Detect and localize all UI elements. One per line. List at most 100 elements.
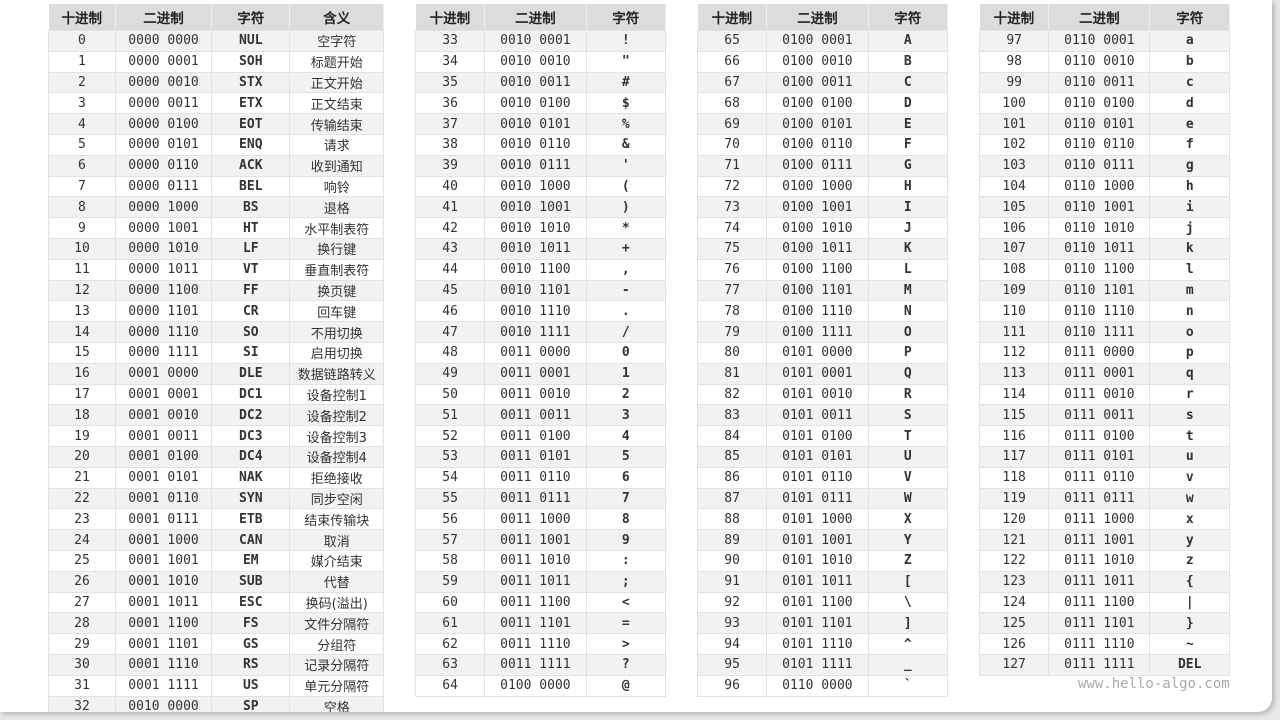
binary-cell: 0101 0001 — [766, 362, 869, 385]
meaning-cell: 代替 — [289, 570, 384, 593]
decimal-cell: 76 — [696, 258, 768, 281]
character-cell: DC4 — [211, 445, 291, 468]
character-cell: HT — [211, 217, 291, 239]
binary-cell: 0010 1100 — [484, 258, 587, 281]
decimal-cell: 4 — [48, 113, 116, 135]
character-cell: / — [585, 321, 667, 343]
binary-cell: 0001 0010 — [114, 404, 213, 427]
character-cell: SO — [211, 321, 291, 343]
decimal-cell: 0 — [48, 30, 116, 52]
binary-cell: 0000 0111 — [114, 175, 213, 198]
character-cell: a — [1149, 30, 1230, 52]
column-header-binary: 二进制 — [1048, 4, 1151, 31]
meaning-cell: 换页键 — [289, 279, 384, 302]
decimal-cell: 93 — [696, 612, 768, 635]
character-cell: z — [1149, 549, 1230, 572]
character-cell: W — [867, 487, 949, 510]
binary-cell: 0000 1101 — [114, 300, 213, 323]
table-row: 51 0011 0011 3 — [414, 404, 667, 427]
binary-cell: 0011 1001 — [484, 529, 587, 551]
binary-cell: 0011 0100 — [484, 425, 587, 447]
character-cell: V — [867, 466, 949, 489]
character-cell: " — [585, 50, 667, 73]
decimal-cell: 49 — [414, 362, 486, 385]
decimal-cell: 116 — [978, 425, 1050, 447]
binary-cell: 0000 1100 — [114, 279, 213, 302]
column-header-decimal: 十进制 — [48, 4, 116, 31]
table-row: 113 0111 0001 q — [978, 362, 1230, 385]
table-row: 124 0111 1100 | — [978, 591, 1230, 614]
table-row: 44 0010 1100, — [414, 258, 667, 281]
decimal-cell: 35 — [414, 71, 486, 94]
binary-cell: 0100 0010 — [766, 50, 869, 73]
decimal-cell: 28 — [48, 612, 116, 635]
binary-cell: 0001 0111 — [114, 508, 213, 531]
binary-cell: 0011 1110 — [484, 633, 587, 655]
character-cell: , — [585, 258, 667, 281]
table-row: 97 0110 0001 a — [978, 30, 1230, 52]
binary-cell: 0111 1010 — [1048, 549, 1151, 572]
character-cell: t — [1149, 425, 1230, 447]
table-row: 83 0101 0011 S — [696, 404, 949, 427]
character-cell: E — [867, 113, 949, 135]
decimal-cell: 110 — [978, 300, 1050, 323]
binary-cell: 0001 1000 — [114, 529, 213, 551]
decimal-cell: 65 — [696, 30, 768, 52]
decimal-cell: 52 — [414, 425, 486, 447]
table-row: 43 0010 1011 + — [414, 237, 667, 260]
character-cell: 4 — [585, 425, 667, 447]
decimal-cell: 56 — [414, 508, 486, 531]
table-row: 31 0001 1111 US 单元分隔符 — [48, 674, 384, 697]
meaning-cell: 请求 — [289, 133, 384, 156]
decimal-cell: 84 — [696, 425, 768, 447]
binary-cell: 0111 0010 — [1048, 383, 1151, 406]
table-row: 91 0101 1011[ — [696, 570, 949, 593]
table-row: 23 0001 0111 ETB 结束传输块 — [48, 508, 384, 531]
header-row: 十进制 二进制 字符 含义 — [48, 4, 384, 31]
binary-cell: 0001 0100 — [114, 445, 213, 468]
column-header-decimal: 十进制 — [415, 4, 486, 31]
table-row: 37 0010 0101% — [414, 113, 667, 135]
binary-cell: 0101 1100 — [766, 591, 869, 614]
decimal-cell: 21 — [48, 466, 116, 489]
decimal-cell: 29 — [48, 633, 116, 655]
column-header-decimal: 十进制 — [697, 4, 768, 31]
binary-cell: 0010 0110 — [484, 133, 587, 156]
character-cell: [ — [867, 570, 949, 593]
decimal-cell: 14 — [48, 321, 116, 343]
decimal-cell: 27 — [48, 591, 116, 614]
table-row: 36 0010 0100 $ — [414, 92, 667, 115]
decimal-cell: 97 — [978, 30, 1050, 52]
table-row: 5 0000 0101 ENQ 请求 — [48, 133, 384, 156]
meaning-cell: 文件分隔符 — [289, 612, 384, 635]
table-row: 46 0010 1110. — [414, 300, 667, 323]
table-row: 39 0010 0111 ' — [414, 154, 667, 177]
character-cell: 9 — [585, 529, 667, 551]
decimal-cell: 124 — [978, 591, 1050, 614]
binary-cell: 0110 1110 — [1048, 300, 1151, 323]
meaning-cell: 水平制表符 — [289, 217, 384, 239]
table-row: 8 0000 1000 BS 退格 — [48, 196, 384, 219]
binary-cell: 0100 1110 — [766, 300, 869, 323]
character-cell: U — [867, 445, 949, 468]
character-cell: M — [867, 279, 949, 302]
table-row: 74 0100 1010 J — [696, 217, 949, 239]
decimal-cell: 71 — [696, 154, 768, 177]
decimal-cell: 19 — [48, 425, 116, 447]
decimal-cell: 107 — [978, 237, 1050, 260]
binary-cell: 0001 1100 — [114, 612, 213, 635]
table-row: 81 0101 0001 Q — [696, 362, 949, 385]
character-cell: l — [1149, 258, 1230, 281]
character-cell: P — [867, 341, 949, 364]
decimal-cell: 32 — [48, 695, 116, 712]
character-cell: y — [1149, 529, 1230, 551]
binary-cell: 0101 1000 — [766, 508, 869, 531]
binary-cell: 0010 1010 — [484, 217, 587, 239]
character-cell: K — [867, 237, 949, 260]
binary-cell: 0001 0000 — [114, 362, 213, 385]
decimal-cell: 42 — [414, 217, 486, 239]
decimal-cell: 88 — [696, 508, 768, 531]
binary-cell: 0110 1010 — [1048, 217, 1151, 239]
character-cell: - — [585, 279, 667, 302]
binary-cell: 0001 1011 — [114, 591, 213, 614]
